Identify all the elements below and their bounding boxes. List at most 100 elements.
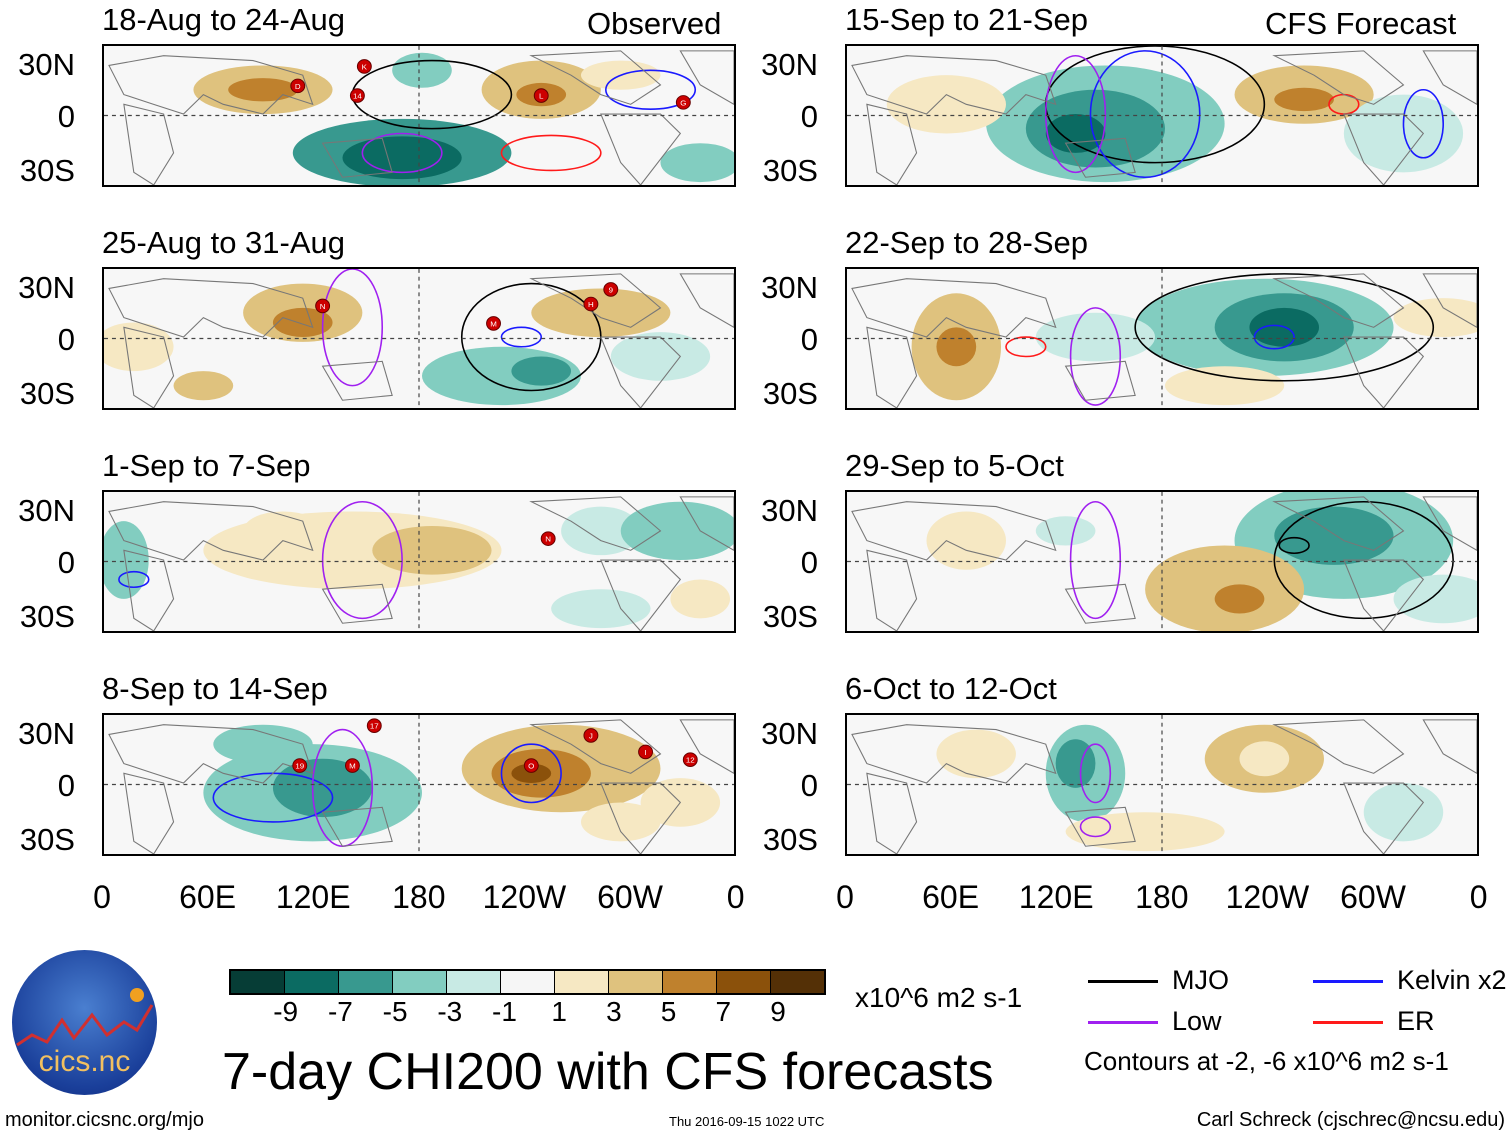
figure-title: 7-day CHI200 with CFS forecasts <box>222 1043 994 1101</box>
wave-contour <box>1044 54 1107 174</box>
wave-contour <box>1278 536 1310 555</box>
wave-contour <box>321 269 384 387</box>
storm-marker: I <box>638 744 654 760</box>
colorbar-label: -5 <box>382 996 408 1027</box>
colorbar-label: 9 <box>770 996 786 1027</box>
panel-title: 15-Sep to 21-Sep <box>845 2 1089 37</box>
panel-title: 25-Aug to 31-Aug <box>102 225 346 260</box>
colorbar-swatch <box>231 971 285 993</box>
chi200-anomaly-area <box>511 356 572 386</box>
colorbar-label: 3 <box>606 996 622 1027</box>
cics-logo: cics.nc <box>12 950 157 1095</box>
y-tick-label: 0 <box>57 768 75 803</box>
wave-contour <box>321 500 403 620</box>
storm-marker: H <box>583 296 599 312</box>
coastline <box>851 724 1057 784</box>
chi200-anomaly-area <box>1239 741 1290 777</box>
storm-marker: 12 <box>682 752 698 768</box>
chi200-anomaly-area <box>936 729 1016 779</box>
wave-contour <box>500 326 543 348</box>
chi200-anomaly-area <box>1035 312 1156 362</box>
x-tick-label: 60E <box>922 879 980 915</box>
contour-note: Contours at -2, -6 x10^6 m2 s-1 <box>1084 1046 1449 1076</box>
y-tick-label: 30S <box>762 153 818 188</box>
y-tick-label: 30N <box>18 47 75 82</box>
legend-label: Kelvin x2 <box>1397 965 1507 995</box>
storm-label: N <box>320 302 326 311</box>
wave-contour <box>500 134 602 172</box>
coastline <box>529 719 662 774</box>
wave-contour <box>1079 816 1112 838</box>
colorbar-label: -9 <box>273 996 299 1027</box>
x-tick-label: 0 <box>726 879 745 915</box>
chi200-anomaly-area <box>660 143 734 183</box>
chi200-anomaly-area <box>610 332 711 381</box>
colorbar-label: -3 <box>437 996 463 1027</box>
wave-contour <box>605 69 697 110</box>
y-tick-label: 30N <box>761 270 818 305</box>
wave-contour <box>1134 273 1435 382</box>
chi200-anomaly-area <box>620 501 734 561</box>
x-tick-label: 180 <box>392 879 446 915</box>
coastline <box>600 113 682 185</box>
logo-text: cics.nc <box>38 1045 131 1078</box>
wave-contour <box>500 743 562 804</box>
storm-marker: 9 <box>603 282 619 297</box>
legend-label: MJO <box>1172 965 1229 995</box>
y-tick-label: 30S <box>19 153 75 188</box>
y-tick-label: 0 <box>57 322 75 357</box>
chi200-anomaly-area <box>936 327 977 367</box>
chi200-anomaly-area <box>228 78 298 102</box>
panel-title: 29-Sep to 5-Oct <box>845 448 1064 483</box>
storm-marker: G <box>675 95 691 110</box>
x-tick-label: 120E <box>275 879 351 915</box>
footer-author[interactable]: Carl Schreck (cjschrec@ncsu.edu) <box>1196 1109 1505 1131</box>
storm-label: 12 <box>686 756 695 765</box>
x-tick-label: 180 <box>1135 879 1189 915</box>
chi200-anomaly-area <box>1393 574 1477 624</box>
storm-label: 9 <box>609 285 613 294</box>
chi200-anomaly-area <box>1214 584 1265 614</box>
map-panel <box>845 44 1479 187</box>
coastline <box>529 496 662 551</box>
legend-line <box>1088 980 1158 983</box>
y-tick-label: 30N <box>761 493 818 528</box>
map-panel <box>845 267 1479 410</box>
storm-label: 19 <box>295 762 304 771</box>
chi200-anomaly-area <box>1164 366 1285 406</box>
footer-url[interactable]: monitor.cicsnc.org/mjo <box>5 1109 204 1131</box>
x-tick-label: 0 <box>836 879 854 915</box>
colorbar-swatch <box>717 971 771 993</box>
storm-marker: M <box>344 758 360 773</box>
storm-marker: D <box>290 78 306 94</box>
units-label: x10^6 m2 s-1 <box>855 982 1023 1013</box>
coastline <box>1272 719 1405 774</box>
wave-contour <box>1253 324 1295 350</box>
panel-title: 6-Oct to 12-Oct <box>845 671 1057 706</box>
colorbar-label: -7 <box>327 996 353 1027</box>
x-tick-label: 120E <box>1018 879 1094 915</box>
y-tick-label: 0 <box>800 545 818 580</box>
coastline <box>1064 360 1136 401</box>
chi200-anomaly-area <box>272 307 333 338</box>
wave-contour <box>1069 500 1122 620</box>
chi200-anomaly-area <box>392 52 452 88</box>
storm-label: N <box>545 535 551 544</box>
panel-title: 1-Sep to 7-Sep <box>102 448 311 483</box>
legend-line <box>1313 1021 1383 1024</box>
wave-contour <box>118 570 150 589</box>
storm-label: O <box>528 762 534 771</box>
coastline <box>529 50 662 105</box>
coastline <box>1064 583 1136 624</box>
map-panel <box>845 490 1479 633</box>
colorbar-swatch <box>609 971 663 993</box>
x-tick-label: 0 <box>93 879 111 915</box>
y-tick-label: 30N <box>18 493 75 528</box>
storm-label: 14 <box>353 92 362 101</box>
coastline <box>108 724 314 784</box>
coastline <box>851 501 1057 561</box>
coastline <box>1422 496 1477 551</box>
wave-contour <box>1069 307 1122 406</box>
colorbar <box>229 969 826 995</box>
y-tick-label: 0 <box>800 768 818 803</box>
